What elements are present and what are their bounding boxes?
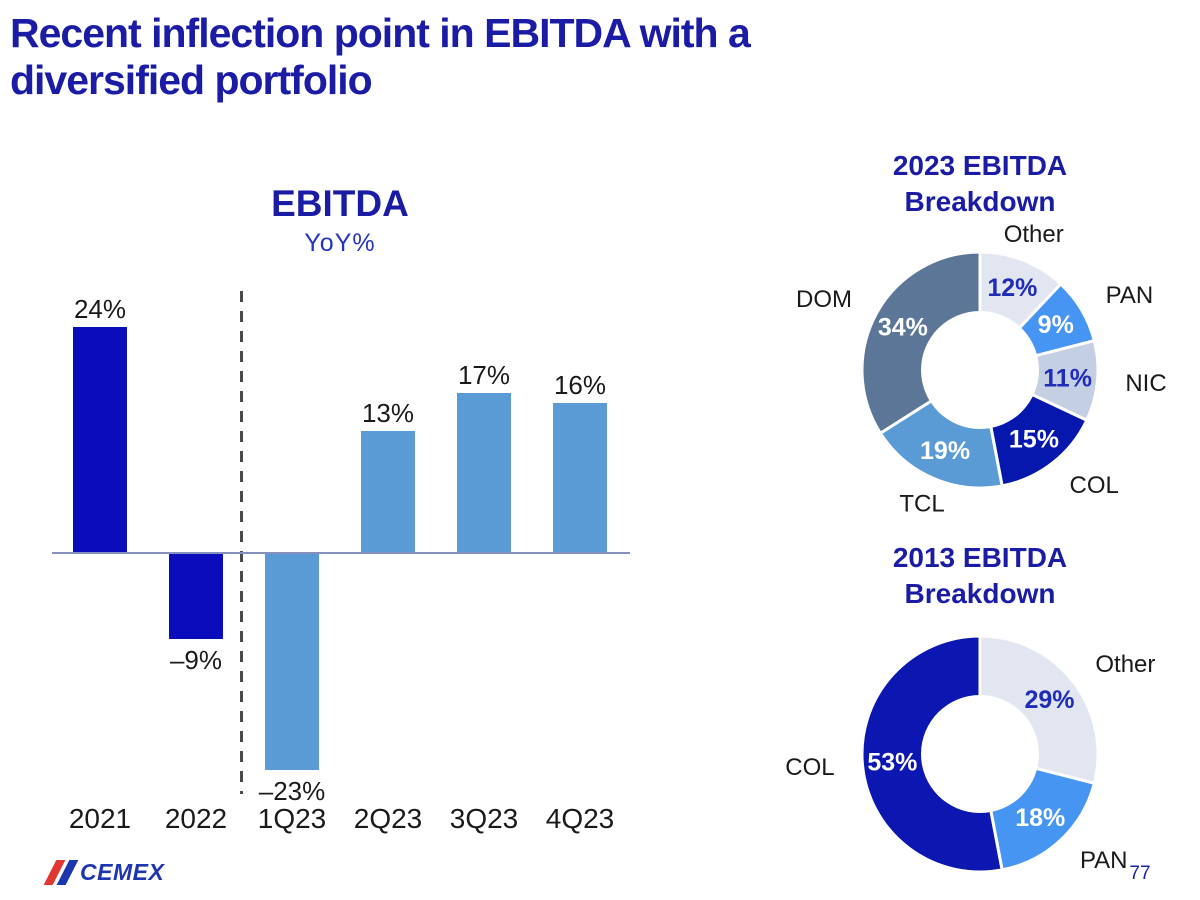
- donut-2023-title-line2: Breakdown: [904, 186, 1056, 217]
- donut-percent-label-COL: 53%: [867, 748, 917, 776]
- donut-percent-label-COL: 15%: [1009, 426, 1059, 454]
- donut-segment-label-DOM: DOM: [796, 286, 852, 313]
- page-title-line2: diversified portfolio: [10, 57, 373, 103]
- donut-segment-label-NIC: NIC: [1125, 370, 1166, 397]
- donut-2013-title-line1: 2013 EBITDA: [892, 542, 1068, 573]
- cemex-logo: CEMEX: [43, 857, 165, 887]
- donut-2013-title-line2: Breakdown: [904, 578, 1056, 609]
- donut-segment-label-COL: COL: [785, 754, 834, 781]
- bar-2022: [169, 554, 223, 639]
- donut-hole: [921, 311, 1039, 429]
- donut-2023-title-line1: 2023 EBITDA: [892, 150, 1068, 181]
- donut-slice-NIC: [975, 338, 1100, 423]
- bar-category-label-2021: 2021: [68, 803, 132, 834]
- bar-value-label-4Q23: 16%: [553, 369, 607, 400]
- donut-segment-label-Other: Other: [1095, 651, 1155, 678]
- donut-percent-label-Other: 29%: [1025, 686, 1075, 714]
- bar-category-label-1Q23: 1Q23: [257, 803, 327, 834]
- donut-percent-label-DOM: 34%: [878, 314, 928, 342]
- donut-segment-label-PAN: PAN: [1106, 282, 1154, 309]
- bar-3Q23: [457, 393, 511, 553]
- x-axis-zero-line: [52, 552, 630, 554]
- bar-value-label-2022: –9%: [169, 644, 223, 675]
- period-separator-dashed-line: [240, 291, 243, 794]
- donut-percent-label-PAN: 9%: [1038, 311, 1074, 339]
- bar-chart-subtitle: YoY%: [304, 229, 376, 257]
- bar-chart-title: EBITDA: [271, 183, 409, 224]
- page-title-line1: Recent inflection point in EBITDA with a: [10, 10, 751, 56]
- bar-category-label-4Q23: 4Q23: [545, 803, 615, 834]
- donut-percent-label-Other: 12%: [987, 274, 1037, 302]
- bar-2021: [73, 327, 127, 553]
- bar-category-label-2Q23: 2Q23: [353, 803, 423, 834]
- donut-segment-label-Other: Other: [1004, 221, 1064, 248]
- page-title: Recent inflection point in EBITDA with a…: [10, 10, 1060, 104]
- bar-category-label-3Q23: 3Q23: [449, 803, 519, 834]
- bar-value-label-1Q23: –23%: [258, 776, 326, 807]
- page-number: 77: [1129, 863, 1151, 884]
- donut-2013-title: 2013 EBITDA Breakdown: [820, 540, 1140, 612]
- donut-segment-label-COL: COL: [1069, 472, 1118, 499]
- bar-value-label-2Q23: 13%: [361, 397, 415, 428]
- donut-segment-label-PAN: PAN: [1080, 847, 1128, 874]
- bar-2Q23: [361, 430, 415, 553]
- donut-chart-2013: 29% Other 18% PAN 53% COL: [785, 634, 1155, 874]
- bar-1Q23: [265, 554, 319, 771]
- donut-chart-2023: 12% Other 9% PAN 11% NIC 15% COL 19% TCL 34% DOM: [796, 221, 1167, 518]
- donut-percent-label-PAN: 18%: [1015, 804, 1065, 832]
- donut-hole: [921, 695, 1039, 813]
- bar-4Q23: [553, 402, 607, 553]
- donut-segment-label-TCL: TCL: [899, 490, 944, 517]
- donut-percent-label-NIC: 11%: [1043, 364, 1092, 392]
- bar-value-label-3Q23: 17%: [457, 360, 511, 391]
- bar-category-label-2022: 2022: [164, 803, 228, 834]
- donut-2023-title: 2023 EBITDA Breakdown: [820, 148, 1140, 220]
- logo-text: CEMEX: [80, 858, 165, 885]
- donut-percent-label-TCL: 19%: [920, 437, 970, 465]
- bar-value-label-2021: 24%: [73, 294, 127, 325]
